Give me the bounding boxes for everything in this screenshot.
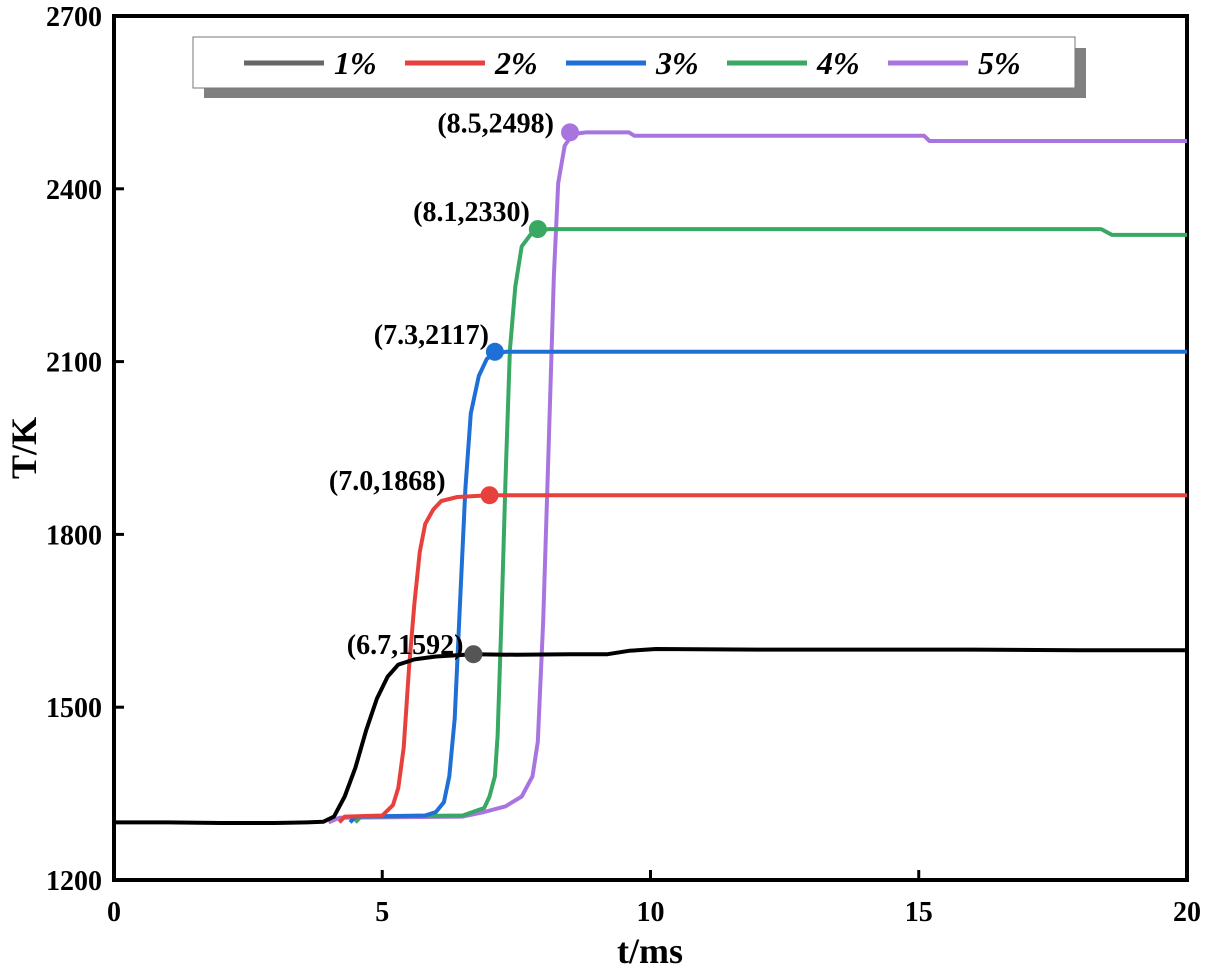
x-tick-label: 15 (905, 897, 933, 928)
series-line-4 (353, 227, 1187, 824)
peak-layer: (6.7,1592) (7.0,1868) (7.3,2117) (8.1,2330)… (329, 108, 580, 664)
legend-label-1: 1% (334, 45, 377, 81)
legend-label-3: 3% (655, 45, 699, 81)
x-tick-label: 5 (375, 897, 389, 928)
x-tick-label: 20 (1173, 897, 1201, 928)
y-axis-label: T/K (4, 417, 44, 479)
x-axis-label: t/ms (617, 931, 683, 969)
plot-frame (112, 14, 1189, 882)
y-tick-label: 1800 (46, 520, 102, 551)
series-line-3 (348, 349, 1187, 824)
peak-label-4: (8.1,2330) (413, 197, 530, 228)
series-layer (114, 130, 1187, 825)
series-line-2 (337, 493, 1187, 824)
axes-layer: 0 5 10 15 20 1200 1500 1800 2100 2400 2700 (46, 2, 1201, 928)
y-tick-label: 1200 (46, 866, 102, 897)
y-tick-label: 2100 (46, 348, 102, 379)
peak-label-5: (8.5,2498) (437, 108, 554, 139)
legend-label-2: 2% (494, 45, 538, 81)
peak-marker-2 (480, 486, 499, 505)
y-tick-label: 1500 (46, 693, 102, 724)
legend-items: 1% 2% 3% 4% 5% (244, 45, 1021, 81)
peak-marker-1 (464, 645, 483, 664)
y-tick-label: 2400 (46, 175, 102, 206)
peak-label-1: (6.7,1592) (347, 630, 464, 661)
x-tick-label: 10 (637, 897, 665, 928)
peak-label-3: (7.3,2117) (374, 320, 489, 351)
series-line-1 (114, 647, 1187, 825)
series-line-5 (327, 130, 1187, 825)
legend-label-5: 5% (978, 45, 1021, 81)
y-tick-label: 2700 (46, 2, 102, 33)
peak-marker-5 (561, 123, 580, 142)
legend: 1% 2% 3% 4% 5% (192, 36, 1086, 98)
peak-marker-3 (485, 342, 504, 361)
peak-label-2: (7.0,1868) (329, 466, 446, 497)
legend-label-4: 4% (816, 45, 860, 81)
peak-marker-4 (528, 220, 547, 239)
x-tick-label: 0 (107, 897, 121, 928)
